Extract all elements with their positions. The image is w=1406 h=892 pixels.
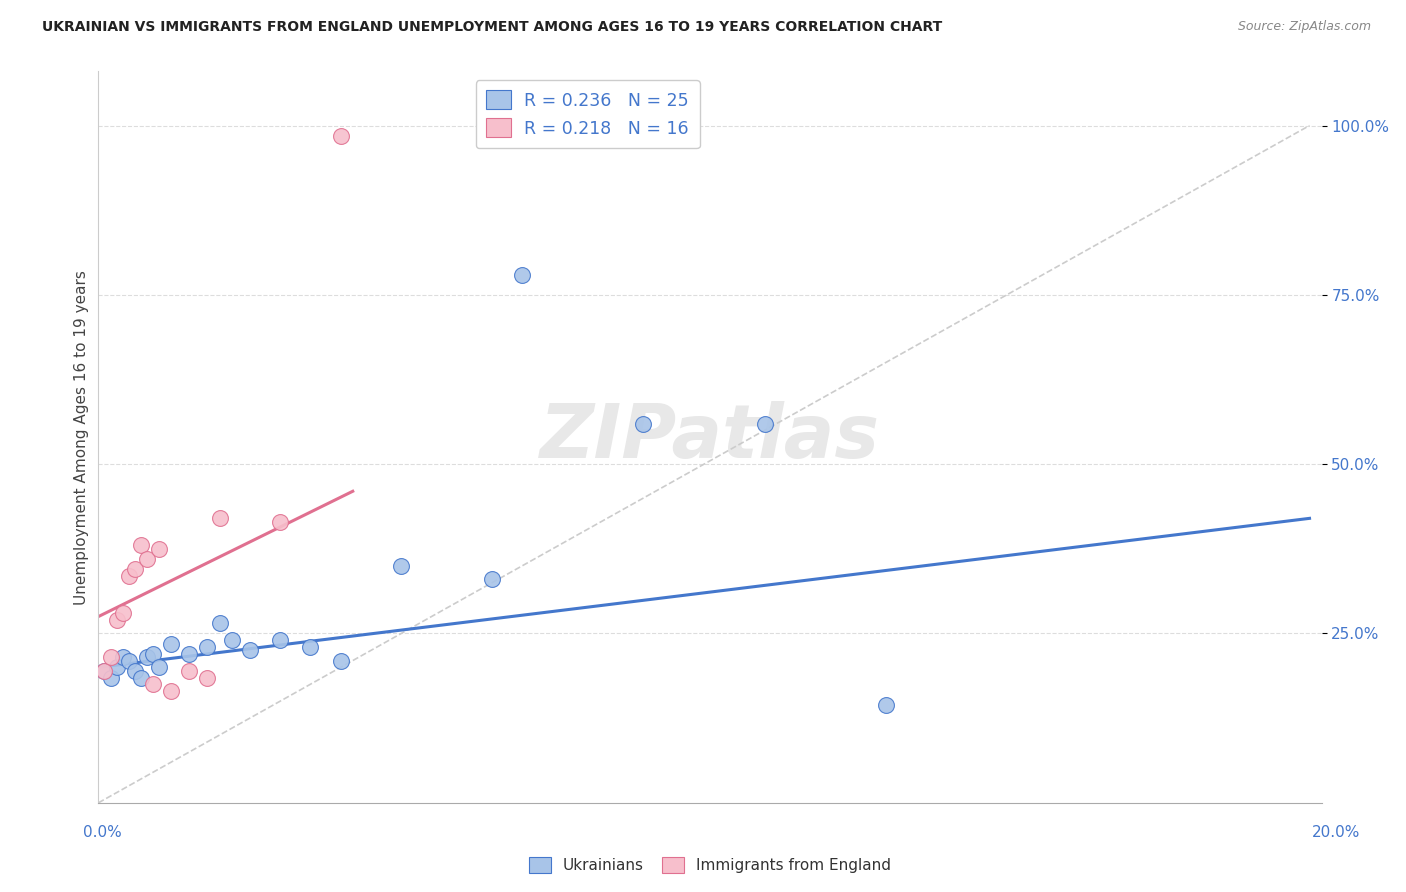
Point xyxy=(105,613,128,627)
Point xyxy=(135,650,157,665)
Point xyxy=(389,558,412,573)
Point xyxy=(118,569,141,583)
Point xyxy=(160,684,183,698)
Point xyxy=(221,633,243,648)
Point xyxy=(111,650,134,665)
Point xyxy=(148,541,170,556)
Point xyxy=(124,664,146,678)
Point xyxy=(160,637,183,651)
Text: ZIPatlas: ZIPatlas xyxy=(540,401,880,474)
Point xyxy=(269,515,291,529)
Point xyxy=(100,671,122,685)
Point xyxy=(93,664,115,678)
Y-axis label: Unemployment Among Ages 16 to 19 years: Unemployment Among Ages 16 to 19 years xyxy=(75,269,89,605)
Point xyxy=(179,647,201,661)
Point xyxy=(179,664,201,678)
Legend: Ukrainians, Immigrants from England: Ukrainians, Immigrants from England xyxy=(523,850,897,880)
Point xyxy=(111,606,134,620)
Point xyxy=(633,417,655,431)
Point xyxy=(142,647,165,661)
Point xyxy=(105,660,128,674)
Point xyxy=(148,660,170,674)
Text: 20.0%: 20.0% xyxy=(1312,825,1360,839)
Point xyxy=(329,654,352,668)
Point xyxy=(329,128,352,143)
Point xyxy=(754,417,776,431)
Point xyxy=(197,640,219,654)
Point xyxy=(124,562,146,576)
Point xyxy=(299,640,322,654)
Point xyxy=(239,643,262,657)
Point xyxy=(118,654,141,668)
Point xyxy=(197,671,219,685)
Point xyxy=(208,616,231,631)
Point xyxy=(129,671,152,685)
Point xyxy=(129,538,152,552)
Point xyxy=(208,511,231,525)
Point xyxy=(93,664,115,678)
Point xyxy=(481,572,503,586)
Text: Source: ZipAtlas.com: Source: ZipAtlas.com xyxy=(1237,20,1371,33)
Text: 0.0%: 0.0% xyxy=(83,825,122,839)
Text: UKRAINIAN VS IMMIGRANTS FROM ENGLAND UNEMPLOYMENT AMONG AGES 16 TO 19 YEARS CORR: UKRAINIAN VS IMMIGRANTS FROM ENGLAND UNE… xyxy=(42,20,942,34)
Point xyxy=(510,268,533,282)
Point xyxy=(100,650,122,665)
Point xyxy=(142,677,165,691)
Point xyxy=(875,698,897,712)
Point xyxy=(269,633,291,648)
Point xyxy=(135,552,157,566)
